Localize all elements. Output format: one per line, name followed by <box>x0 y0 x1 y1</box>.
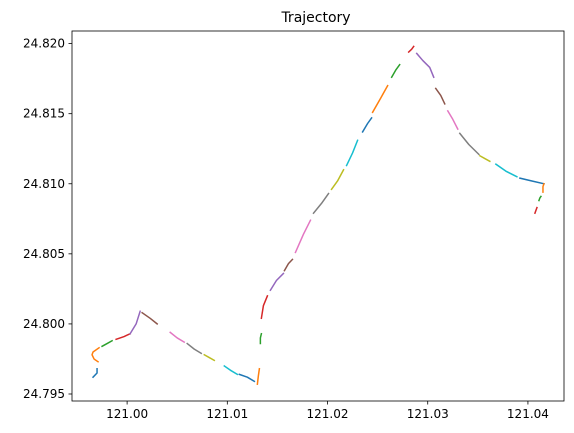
trajectory-segment-31 <box>542 182 545 193</box>
x-tick-label: 121.01 <box>206 407 248 421</box>
trajectory-segment-12 <box>259 332 263 345</box>
y-axis: 24.795 24.800 24.805 24.810 24.815 24.820 <box>23 37 72 401</box>
plot-area <box>91 45 545 386</box>
x-tick-label: 121.00 <box>106 407 148 421</box>
trajectory-segment-15 <box>283 258 294 272</box>
trajectory-segment-17 <box>312 192 330 215</box>
x-axis: 121.00 121.01 121.02 121.03 121.04 <box>106 401 549 421</box>
trajectory-segment-29 <box>494 163 518 178</box>
trajectory-segment-27 <box>458 132 480 156</box>
trajectory-segment-4 <box>129 310 142 335</box>
y-tick-label: 24.815 <box>23 107 65 121</box>
trajectory-segment-14 <box>269 272 285 292</box>
axes-frame <box>71 30 565 402</box>
trajectory-segment-28 <box>478 154 491 163</box>
trajectory-segment-19 <box>345 139 359 167</box>
y-tick-label: 24.810 <box>23 177 65 191</box>
trajectory-segment-3 <box>115 332 132 341</box>
trajectory-segment-6 <box>169 331 186 344</box>
trajectory-segment-20 <box>361 116 373 133</box>
trajectory-segment-5 <box>141 311 159 325</box>
x-tick-label: 121.03 <box>407 407 449 421</box>
y-tick-label: 24.795 <box>23 387 65 401</box>
trajectory-segment-24 <box>415 52 435 79</box>
trajectory-segment-23 <box>407 45 415 54</box>
trajectory-segment-2 <box>101 339 114 348</box>
trajectory-segment-22 <box>390 63 401 79</box>
trajectory-segment-10 <box>238 373 256 383</box>
trajectory-segment-33 <box>533 206 538 215</box>
trajectory-segment-7 <box>186 342 203 355</box>
trajectory-segment-16 <box>294 219 312 254</box>
y-tick-label: 24.800 <box>23 317 65 331</box>
chart-title: Trajectory <box>280 10 350 26</box>
trajectory-segment-9 <box>223 364 239 376</box>
trajectory-segment-1 <box>91 346 101 363</box>
trajectory-segment-21 <box>371 84 389 114</box>
trajectory-segment-26 <box>446 109 459 131</box>
trajectory-segment-0 <box>91 368 98 379</box>
trajectory-segment-30 <box>519 177 545 185</box>
trajectory-segment-11 <box>256 367 261 386</box>
trajectory-segment-25 <box>434 87 446 105</box>
trajectory-segment-32 <box>537 195 542 202</box>
trajectory-segment-13 <box>260 294 269 320</box>
y-tick-label: 24.805 <box>23 247 65 261</box>
x-tick-label: 121.04 <box>507 407 549 421</box>
x-tick-label: 121.02 <box>307 407 349 421</box>
y-tick-label: 24.820 <box>23 37 65 51</box>
trajectory-segment-18 <box>330 168 345 191</box>
trajectory-segment-8 <box>203 353 216 362</box>
